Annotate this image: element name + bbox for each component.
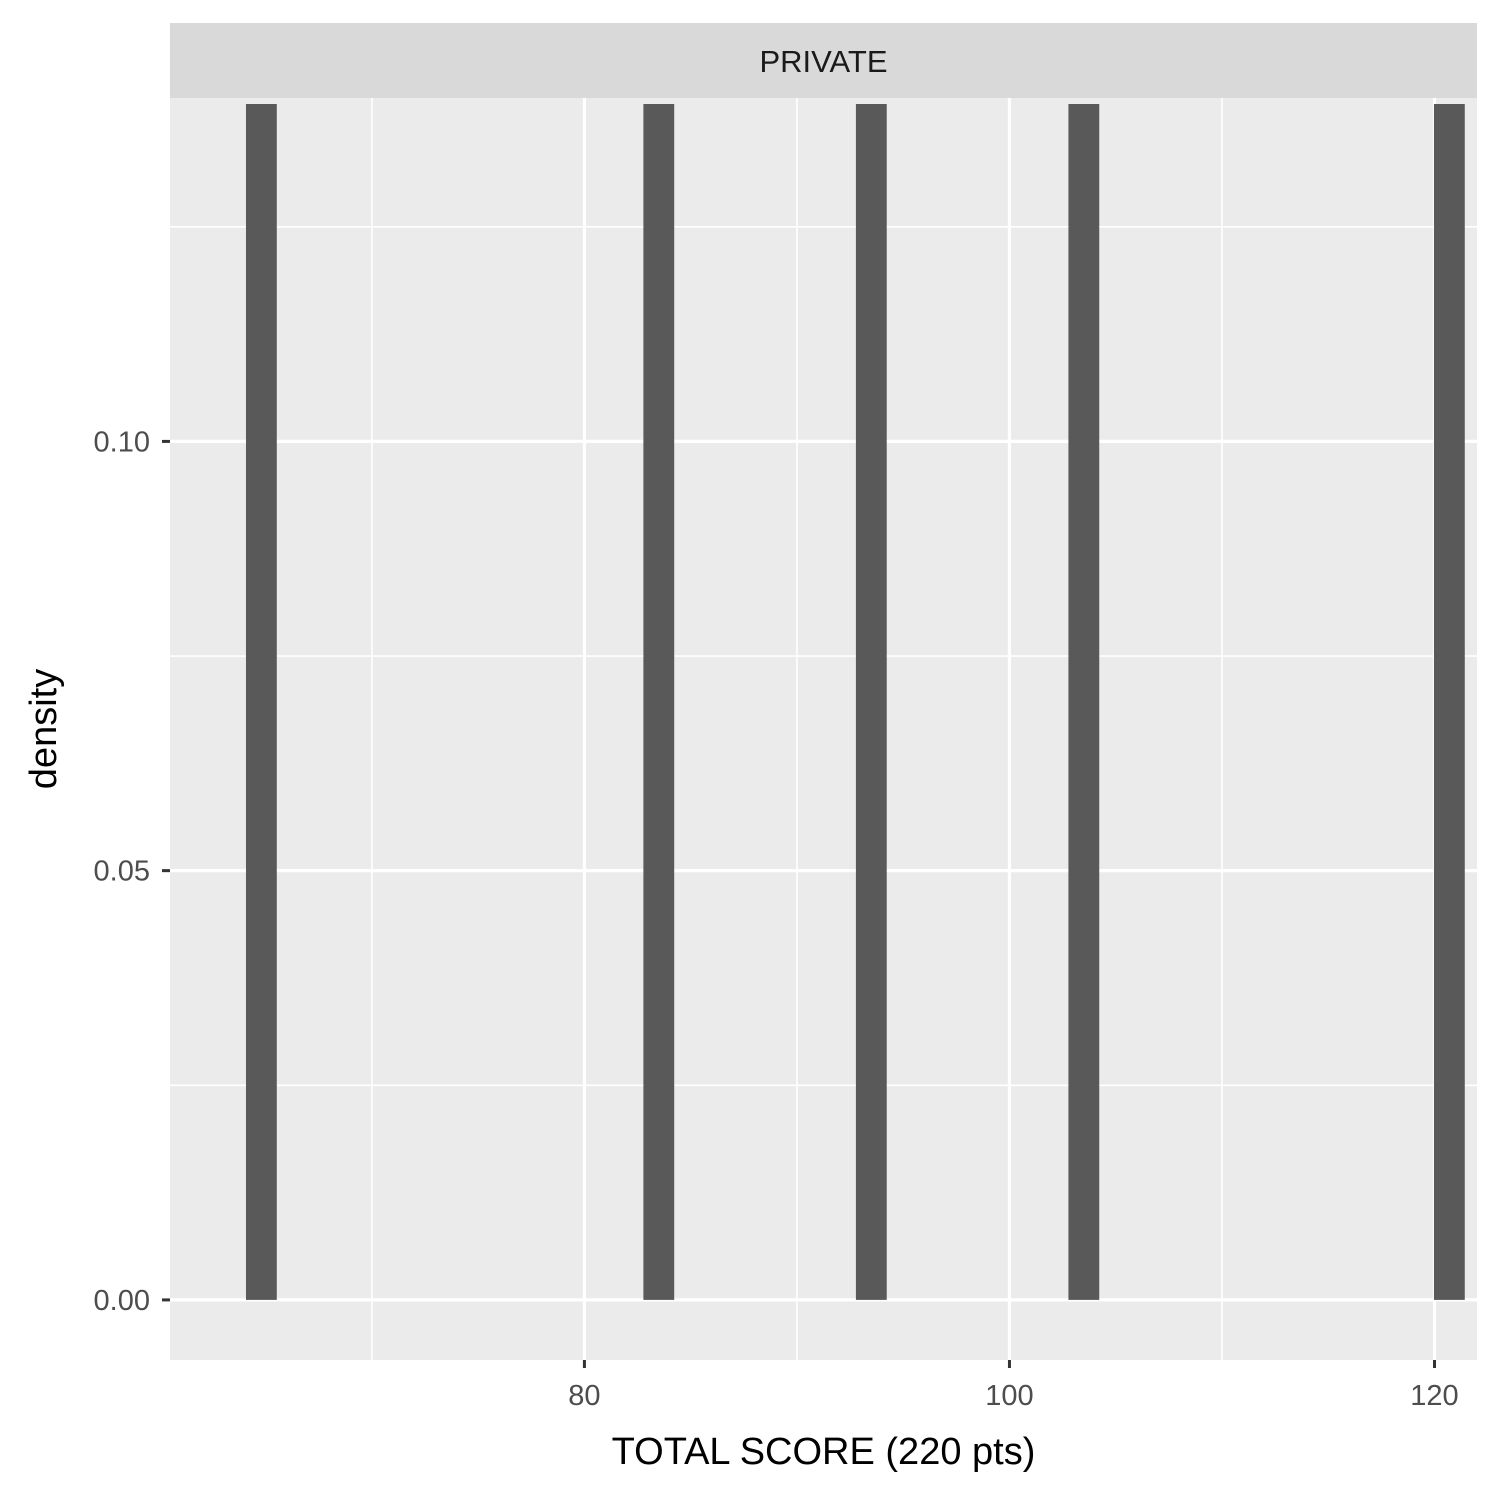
x-axis: 80 100 120 [568,1360,1459,1412]
x-tick-label: 120 [1410,1380,1458,1412]
facet-strip [170,23,1477,98]
histogram-bar [643,104,675,1300]
histogram-bar [245,104,277,1300]
histogram-bars [245,104,1465,1300]
facet-strip-label: PRIVATE [759,44,887,79]
x-tick-label: 100 [985,1380,1033,1412]
y-axis: 0.00 0.05 0.10 [94,426,170,1317]
y-tick-label: 0.10 [94,426,150,458]
y-tick-label: 0.00 [94,1285,150,1317]
y-axis-title: density [23,669,65,789]
x-axis-title: TOTAL SCORE (220 pts) [612,1431,1036,1473]
x-tick-label: 80 [568,1380,600,1412]
minor-grid-lines [170,98,1477,1360]
histogram-bar [855,104,887,1300]
panel-background [170,98,1477,1360]
histogram-bar [1068,104,1100,1300]
y-tick-label: 0.05 [94,856,150,888]
histogram-bar [1433,104,1465,1300]
